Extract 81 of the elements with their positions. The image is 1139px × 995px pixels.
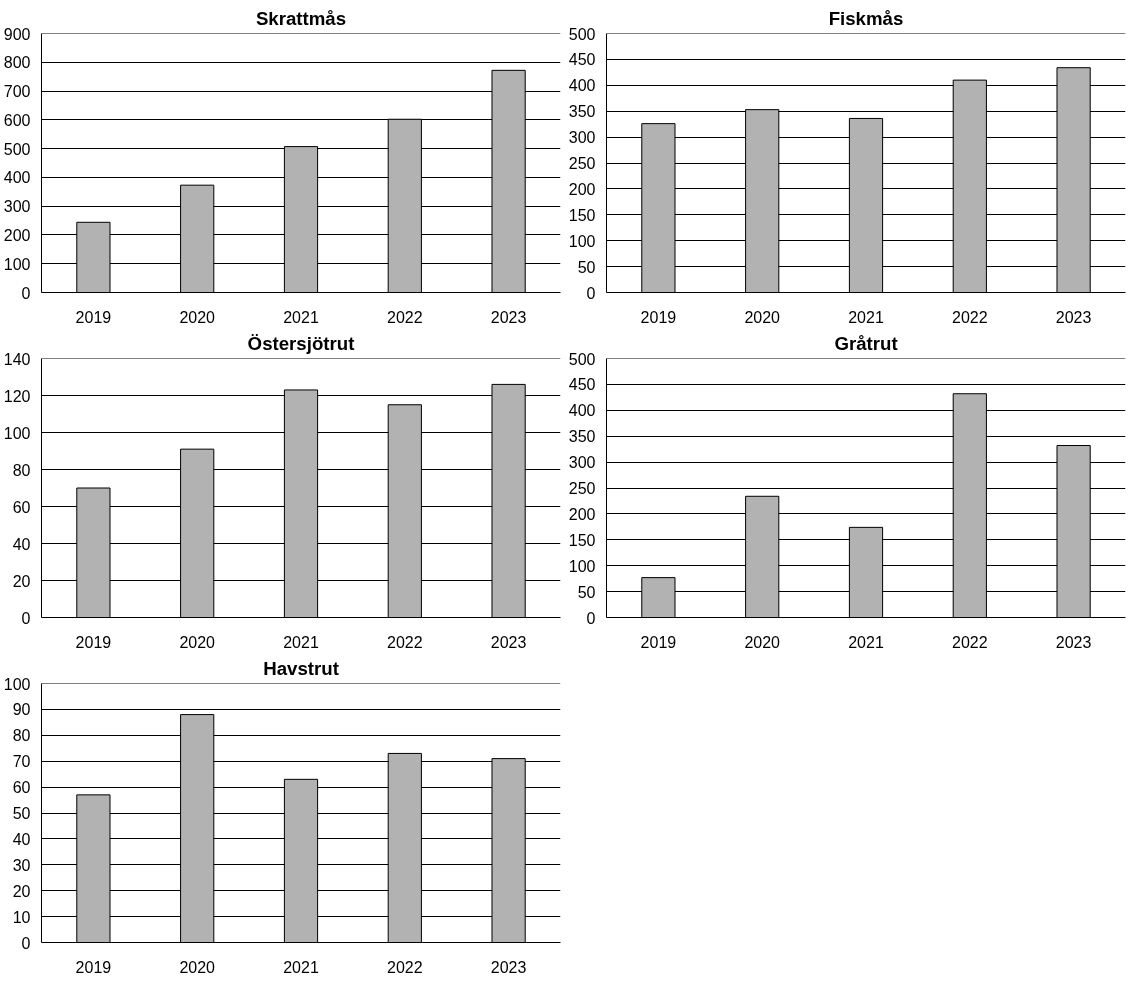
y-tick-label: 50 (577, 258, 596, 276)
y-tick-label: 500 (568, 25, 596, 43)
y-tick-label: 400 (568, 77, 596, 95)
y-tick-label: 80 (12, 727, 31, 745)
y-tick-label: 40 (12, 830, 31, 848)
y-tick-label: 300 (568, 454, 596, 472)
x-tick-label: 2022 (387, 308, 423, 326)
x-tick-label: 2019 (75, 308, 112, 326)
x-tick-label: 2019 (75, 958, 112, 976)
y-tick-label: 250 (568, 480, 596, 497)
y-tick-label: 70 (12, 753, 31, 771)
x-tick-label: 2022 (952, 633, 988, 651)
y-tick-label: 800 (3, 54, 31, 72)
y-tick-label: 500 (3, 140, 31, 158)
x-tick-label: 2020 (179, 958, 216, 976)
y-tick-label: 450 (568, 376, 596, 394)
y-tick-label: 250 (568, 155, 596, 172)
x-tick-label: 2021 (283, 958, 319, 976)
x-tick-label: 2023 (1055, 308, 1092, 326)
y-tick-label: 120 (3, 387, 31, 405)
y-tick-label: 150 (568, 531, 596, 549)
x-tick-label: 2023 (490, 308, 527, 326)
y-tick-label: 200 (568, 180, 596, 198)
x-tick-label: 2021 (283, 633, 319, 651)
x-tick-label: 2021 (848, 633, 884, 651)
y-tick-label: 300 (3, 198, 31, 216)
y-tick-label: 10 (12, 908, 31, 926)
y-tick-label: 0 (586, 284, 596, 302)
y-tick-label: 100 (3, 675, 31, 693)
x-tick-label: 2023 (1055, 633, 1092, 651)
y-tick-label: 350 (568, 428, 596, 446)
y-tick-label: 0 (21, 609, 31, 627)
x-tick-label: 2022 (952, 308, 988, 326)
y-tick-label: 60 (12, 498, 31, 516)
y-tick-label: 20 (12, 882, 31, 900)
x-tick-label: 2022 (387, 633, 423, 651)
y-tick-label: 50 (12, 805, 31, 822)
x-tick-label: 2019 (640, 633, 677, 651)
x-tick-label: 2023 (490, 633, 527, 651)
y-tick-label: 30 (12, 856, 31, 874)
x-tick-label: 2020 (179, 633, 216, 651)
x-tick-label: 2019 (640, 308, 677, 326)
y-tick-label: 40 (12, 535, 31, 553)
y-tick-label: 300 (568, 129, 596, 147)
y-tick-label: 900 (3, 25, 31, 43)
y-tick-label: 100 (568, 232, 596, 250)
y-tick-label: 0 (21, 934, 31, 952)
y-tick-label: 150 (568, 206, 596, 224)
y-tick-label: 50 (577, 583, 596, 601)
x-tick-label: 2020 (179, 308, 216, 326)
y-tick-label: 80 (12, 461, 31, 479)
y-tick-label: 90 (12, 701, 31, 719)
chart-title: Östersjötrut (247, 332, 355, 354)
y-tick-label: 200 (3, 226, 31, 244)
y-tick-label: 100 (3, 255, 31, 273)
y-tick-label: 0 (586, 609, 596, 627)
y-tick-label: 600 (3, 111, 31, 129)
y-tick-label: 60 (12, 779, 31, 797)
y-tick-label: 400 (568, 402, 596, 420)
y-tick-label: 400 (3, 169, 31, 187)
chart-title: Skrattmås (255, 7, 347, 29)
x-tick-label: 2020 (744, 308, 781, 326)
x-tick-label: 2021 (848, 308, 884, 326)
y-tick-label: 700 (3, 83, 31, 101)
x-tick-label: 2021 (283, 308, 319, 326)
chart-title: Havstrut (263, 657, 339, 679)
y-tick-label: 200 (568, 505, 596, 523)
y-tick-label: 500 (568, 350, 596, 368)
x-tick-label: 2022 (387, 958, 423, 976)
x-tick-label: 2023 (490, 958, 527, 976)
y-tick-label: 20 (12, 572, 31, 590)
y-tick-label: 140 (3, 350, 31, 368)
y-tick-label: 100 (568, 557, 596, 575)
chart-title: Fiskmås (828, 7, 904, 29)
y-tick-label: 350 (568, 103, 596, 121)
y-tick-label: 100 (3, 424, 31, 442)
x-tick-label: 2019 (75, 633, 112, 651)
chart-title: Gråtrut (834, 332, 898, 354)
y-tick-label: 450 (568, 51, 596, 69)
x-tick-label: 2020 (744, 633, 781, 651)
y-tick-label: 0 (21, 284, 31, 302)
